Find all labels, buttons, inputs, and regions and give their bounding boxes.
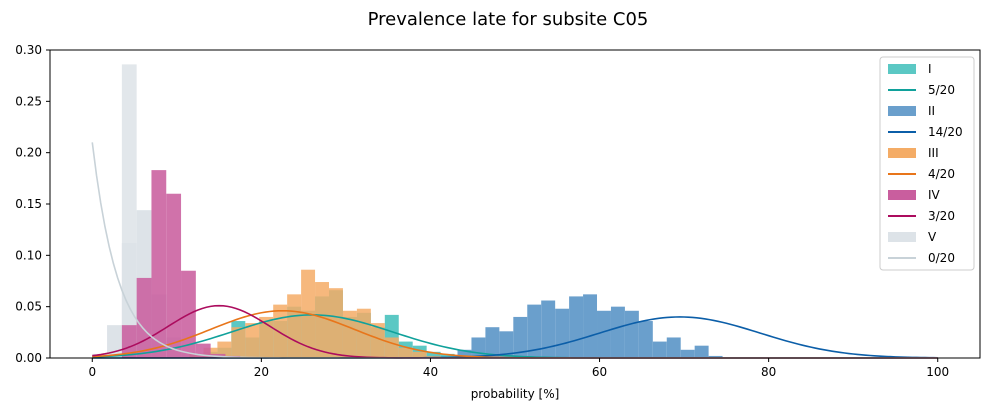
legend-item: I: [888, 62, 932, 76]
legend-swatch: [888, 64, 916, 74]
legend-label: II: [928, 104, 935, 118]
legend-item: IV: [888, 188, 941, 202]
legend-item: II: [888, 104, 935, 118]
legend-swatch: [888, 106, 916, 116]
legend-swatch: [888, 190, 916, 200]
bar-ii: [457, 349, 472, 358]
legend-label: 3/20: [928, 209, 955, 223]
bar-ii: [583, 294, 598, 358]
bar-iv: [136, 277, 152, 358]
x-tick-label: 60: [592, 365, 607, 379]
y-tick-label: 0.15: [15, 197, 42, 211]
y-tick-label: 0.05: [15, 300, 42, 314]
bar-ii: [541, 300, 556, 358]
legend-item: 3/20: [888, 209, 955, 223]
legend-item: 4/20: [888, 167, 955, 181]
bar-iii: [370, 323, 385, 358]
bar-iv: [166, 193, 182, 358]
bar-iii: [342, 310, 357, 358]
plot-background: [50, 50, 980, 358]
bar-iii: [384, 337, 399, 358]
y-tick-label: 0.20: [15, 146, 42, 160]
x-tick-label: 100: [926, 365, 949, 379]
histogram-iv: [121, 170, 241, 358]
bar-iii: [273, 304, 288, 358]
bar-v: [107, 325, 122, 358]
bar-iii: [287, 294, 302, 358]
axes-layer: 0 20 40 60 80 100 0.00 0.05 0.10 0.15 0.20 0.25 0.30: [15, 43, 981, 379]
legend-item: V: [888, 230, 937, 244]
x-axis-label: probability [%]: [471, 387, 560, 401]
y-tick-label: 0.30: [15, 43, 42, 57]
plot-area: [50, 50, 980, 358]
bar-iii: [259, 316, 274, 358]
y-tick-label: 0.25: [15, 94, 42, 108]
bar-ii: [680, 349, 695, 358]
legend-item: 0/20: [888, 251, 955, 265]
bar-i: [440, 353, 455, 358]
bar-ii: [638, 321, 653, 358]
bar-ii: [708, 355, 723, 358]
bar-iii: [412, 351, 427, 358]
legend-item: 5/20: [888, 83, 955, 97]
legend-item: III: [888, 146, 939, 160]
bar-iii: [329, 288, 343, 358]
bar-ii: [513, 316, 528, 358]
bar-ii: [471, 337, 486, 358]
bar-ii: [610, 306, 625, 358]
bar-i: [426, 351, 441, 358]
legend-label: I: [928, 62, 932, 76]
legend: I 5/20 II 14/20 III 4/20 IV 3/20 V 0/20: [879, 56, 975, 271]
bar-ii: [652, 341, 667, 358]
legend-swatch: [888, 232, 916, 242]
histogram-iii: [189, 269, 441, 358]
x-tick-label: 80: [761, 365, 776, 379]
legend-label: 4/20: [928, 167, 955, 181]
x-tick-label: 20: [254, 365, 269, 379]
legend-label: IV: [928, 188, 941, 202]
histogram-ii: [457, 294, 723, 358]
legend-label: 5/20: [928, 83, 955, 97]
legend-label: 0/20: [928, 251, 955, 265]
bar-ii: [666, 337, 681, 358]
bar-iv: [151, 170, 167, 358]
legend-label: V: [928, 230, 937, 244]
chart-title: Prevalence late for subsite C05: [368, 9, 649, 30]
bar-iii: [315, 282, 329, 358]
bar-ii: [555, 308, 570, 358]
legend-swatch: [888, 148, 916, 158]
bar-ii: [499, 331, 514, 358]
bar-ii: [485, 327, 500, 358]
x-tick-label: 40: [423, 365, 438, 379]
legend-item: 14/20: [888, 125, 963, 139]
legend-label: 14/20: [928, 125, 963, 139]
x-tick-label: 0: [88, 365, 96, 379]
y-tick-label: 0.10: [15, 248, 42, 262]
bar-iii: [398, 347, 413, 358]
bar-ii: [694, 345, 709, 358]
bar-iv: [121, 325, 137, 358]
bar-iii: [231, 327, 246, 358]
legend-label: III: [928, 146, 939, 160]
bar-ii: [569, 296, 584, 358]
bar-iii: [245, 323, 260, 358]
bar-ii: [624, 310, 639, 358]
bar-ii: [597, 310, 611, 358]
bar-ii: [527, 304, 542, 358]
y-tick-label: 0.00: [15, 351, 42, 365]
